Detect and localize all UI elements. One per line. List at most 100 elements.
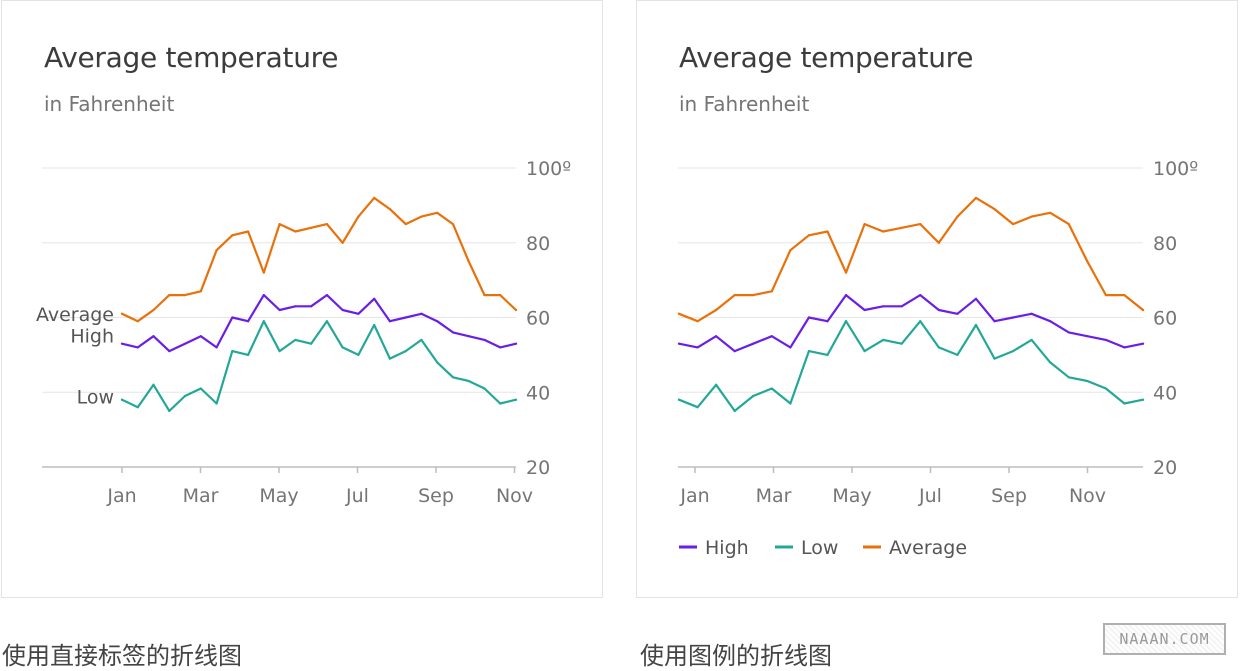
legend-label-low: Low bbox=[801, 537, 838, 559]
data-point-average bbox=[168, 293, 171, 297]
data-point-high bbox=[677, 342, 681, 345]
data-point-average bbox=[752, 293, 755, 297]
data-point-average bbox=[357, 215, 360, 218]
data-point-low bbox=[789, 402, 792, 405]
data-point-average bbox=[120, 312, 124, 315]
data-point-average bbox=[1104, 293, 1107, 297]
data-point-low bbox=[183, 394, 187, 398]
y-tick-label: 100º bbox=[526, 158, 571, 180]
data-point-high bbox=[733, 350, 736, 353]
data-point-high bbox=[152, 335, 155, 338]
y-tick-label: 20 bbox=[526, 457, 550, 479]
data-point-average bbox=[420, 215, 423, 218]
series-line-high bbox=[120, 294, 518, 353]
data-point-average bbox=[199, 290, 202, 293]
data-point-high bbox=[262, 293, 265, 297]
data-point-average bbox=[956, 215, 959, 218]
data-point-average bbox=[993, 208, 996, 211]
line-chart-legend: 20 40 60 80 100º Jan Mar May Jul Sep Nov High Low Ave… bbox=[677, 158, 1198, 559]
data-point-average bbox=[136, 320, 139, 323]
data-point-high bbox=[467, 335, 470, 338]
series-line-high bbox=[677, 294, 1145, 353]
data-point-high bbox=[404, 316, 407, 319]
data-point-high bbox=[373, 297, 376, 300]
direct-label-low: Low bbox=[77, 387, 114, 409]
x-tick-label: Nov bbox=[1069, 485, 1106, 507]
series-line-low bbox=[677, 320, 1145, 412]
site-watermark: NAAAN.COM bbox=[1103, 623, 1226, 655]
data-point-high bbox=[1086, 335, 1089, 338]
data-point-average bbox=[231, 234, 234, 237]
data-point-low bbox=[152, 383, 155, 386]
chart-title: Average temperature bbox=[44, 41, 339, 74]
data-point-low bbox=[733, 409, 736, 413]
y-tick-label: 40 bbox=[526, 382, 550, 404]
data-point-low bbox=[294, 338, 297, 342]
data-point-high bbox=[120, 342, 124, 345]
data-point-high bbox=[183, 342, 187, 345]
data-point-high bbox=[1067, 331, 1070, 334]
x-tick-label: Jan bbox=[106, 485, 136, 507]
data-point-low bbox=[231, 350, 234, 353]
caption-direct-labels: 使用直接标签的折线图 bbox=[2, 642, 242, 670]
data-point-low bbox=[900, 342, 903, 345]
data-point-high bbox=[310, 305, 313, 308]
data-point-average bbox=[262, 271, 265, 274]
y-tick-label: 20 bbox=[1153, 457, 1177, 479]
x-tick-label: Mar bbox=[756, 485, 792, 507]
data-point-low bbox=[310, 342, 313, 345]
y-tick-label: 60 bbox=[1153, 308, 1177, 330]
x-tick-label: Sep bbox=[991, 485, 1027, 507]
data-point-average bbox=[863, 222, 866, 226]
x-tick-label: May bbox=[832, 485, 871, 507]
y-tick-label: 100º bbox=[1153, 158, 1198, 180]
data-point-low bbox=[168, 409, 171, 413]
data-point-average bbox=[294, 230, 297, 233]
data-point-high bbox=[993, 320, 996, 323]
data-point-average bbox=[937, 241, 940, 244]
data-point-average bbox=[152, 308, 155, 312]
data-point-average bbox=[1123, 293, 1126, 297]
data-point-average bbox=[183, 293, 187, 297]
data-point-high bbox=[807, 316, 811, 319]
legend-label-high: High bbox=[705, 537, 749, 559]
data-point-low bbox=[404, 350, 407, 353]
data-point-high bbox=[420, 312, 423, 315]
data-point-high bbox=[199, 335, 202, 338]
data-point-low bbox=[278, 350, 281, 353]
data-point-average bbox=[436, 211, 439, 214]
data-point-high bbox=[357, 312, 360, 315]
x-tick-label: Nov bbox=[496, 485, 533, 507]
data-point-low bbox=[1011, 350, 1015, 353]
x-tick-label: Jul bbox=[918, 485, 942, 507]
data-point-high bbox=[1141, 342, 1145, 345]
data-point-average bbox=[1141, 308, 1145, 312]
data-point-high bbox=[752, 342, 755, 345]
chart-title: Average temperature bbox=[679, 41, 974, 74]
legend-label-average: Average bbox=[889, 537, 967, 559]
data-point-low bbox=[120, 398, 124, 401]
data-point-high bbox=[770, 335, 773, 338]
data-point-high bbox=[696, 346, 699, 349]
data-point-high bbox=[215, 346, 218, 349]
chart-subtitle: in Fahrenheit bbox=[44, 92, 175, 116]
data-point-average bbox=[278, 222, 281, 226]
data-point-average bbox=[341, 241, 344, 244]
data-point-average bbox=[733, 293, 736, 297]
data-point-low bbox=[357, 353, 360, 356]
data-point-low bbox=[1123, 402, 1126, 405]
data-point-high bbox=[168, 350, 171, 353]
series-line-low bbox=[120, 320, 518, 412]
data-point-low bbox=[882, 338, 885, 342]
data-point-high bbox=[826, 320, 829, 323]
data-point-high bbox=[956, 312, 959, 315]
data-point-average bbox=[974, 196, 978, 199]
data-point-high bbox=[246, 320, 250, 323]
data-point-low bbox=[919, 320, 922, 323]
data-point-average bbox=[404, 222, 407, 226]
data-point-average bbox=[677, 312, 681, 315]
data-point-low bbox=[1141, 398, 1145, 401]
data-point-average bbox=[215, 249, 218, 252]
data-point-average bbox=[826, 230, 829, 233]
data-point-average bbox=[467, 260, 470, 263]
